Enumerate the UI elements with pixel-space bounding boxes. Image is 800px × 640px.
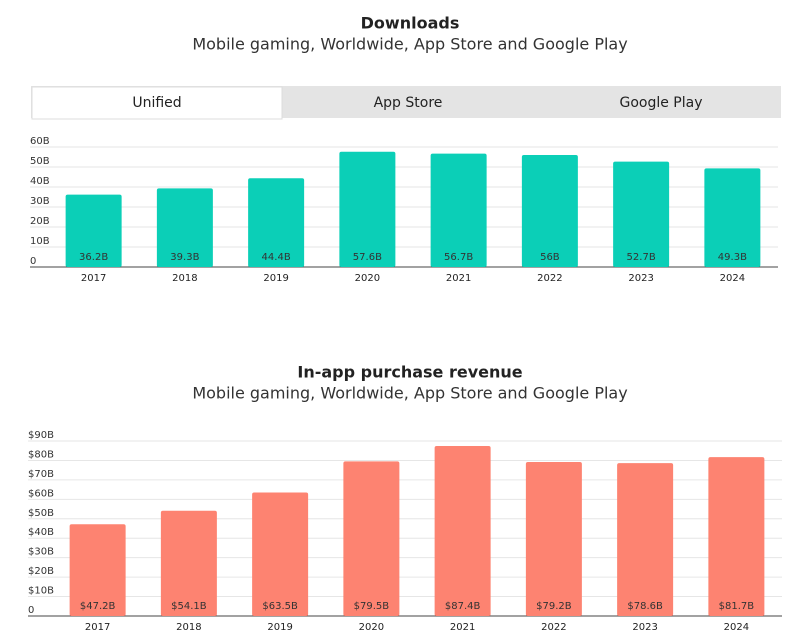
y-tick-label: $20B bbox=[28, 566, 54, 577]
x-tick-label: 2022 bbox=[537, 273, 562, 284]
bar bbox=[69, 524, 126, 616]
value-label: 39.3B bbox=[170, 252, 199, 263]
value-label: $87.4B bbox=[445, 601, 481, 612]
value-label: $47.2B bbox=[80, 601, 116, 612]
y-tick-label: $10B bbox=[28, 586, 54, 597]
x-tick-label: 2017 bbox=[81, 273, 106, 284]
x-tick-label: 2023 bbox=[632, 622, 657, 633]
bar bbox=[156, 188, 213, 267]
y-tick-label: $70B bbox=[28, 469, 54, 480]
tab[interactable]: Google Play bbox=[619, 95, 702, 111]
y-tick-label: 20B bbox=[30, 216, 50, 227]
tab[interactable]: Unified bbox=[132, 95, 181, 111]
bar bbox=[521, 155, 578, 267]
value-label: $79.2B bbox=[536, 601, 572, 612]
y-tick-label: 10B bbox=[30, 236, 50, 247]
value-label: 52.7B bbox=[627, 252, 656, 263]
bar bbox=[617, 463, 674, 616]
bar bbox=[252, 492, 309, 616]
x-tick-label: 2018 bbox=[172, 273, 197, 284]
bar bbox=[160, 510, 217, 616]
x-tick-label: 2020 bbox=[355, 273, 380, 284]
value-label: 56B bbox=[540, 252, 560, 263]
value-label: $79.5B bbox=[354, 601, 390, 612]
y-tick-label: 60B bbox=[30, 136, 50, 147]
y-tick-label: 0 bbox=[30, 256, 36, 267]
value-label: $54.1B bbox=[171, 601, 207, 612]
value-label: 56.7B bbox=[444, 252, 473, 263]
y-tick-label: $50B bbox=[28, 508, 54, 519]
x-tick-label: 2018 bbox=[176, 622, 201, 633]
chart-subtitle: Mobile gaming, Worldwide, App Store and … bbox=[192, 384, 627, 403]
y-tick-label: 50B bbox=[30, 156, 50, 167]
value-label: 36.2B bbox=[79, 252, 108, 263]
value-label: $63.5B bbox=[262, 601, 298, 612]
y-tick-label: $60B bbox=[28, 488, 54, 499]
tab-active[interactable] bbox=[31, 86, 283, 120]
value-label: $81.7B bbox=[719, 601, 755, 612]
y-tick-label: 40B bbox=[30, 176, 50, 187]
x-tick-label: 2024 bbox=[724, 622, 749, 633]
chart-title: In-app purchase revenue bbox=[297, 363, 522, 382]
value-label: 57.6B bbox=[353, 252, 382, 263]
bar bbox=[430, 153, 487, 267]
tab[interactable]: App Store bbox=[374, 95, 443, 111]
x-tick-label: 2023 bbox=[628, 273, 653, 284]
y-tick-label: $40B bbox=[28, 527, 54, 538]
value-label: 49.3B bbox=[718, 252, 747, 263]
x-tick-label: 2022 bbox=[541, 622, 566, 633]
value-label: $78.6B bbox=[627, 601, 663, 612]
x-tick-label: 2017 bbox=[85, 622, 110, 633]
bar bbox=[343, 461, 400, 616]
bar bbox=[613, 161, 670, 267]
bar bbox=[704, 168, 761, 267]
y-tick-label: 30B bbox=[30, 196, 50, 207]
chart-subtitle: Mobile gaming, Worldwide, App Store and … bbox=[192, 35, 627, 54]
x-tick-label: 2020 bbox=[359, 622, 384, 633]
x-tick-label: 2019 bbox=[267, 622, 292, 633]
value-label: 44.4B bbox=[262, 252, 291, 263]
x-tick-label: 2021 bbox=[450, 622, 475, 633]
bar bbox=[65, 194, 122, 267]
bar bbox=[525, 462, 582, 616]
x-tick-label: 2024 bbox=[720, 273, 745, 284]
bar bbox=[708, 457, 765, 616]
bar bbox=[434, 446, 491, 616]
x-tick-label: 2019 bbox=[263, 273, 288, 284]
y-tick-label: 0 bbox=[28, 605, 34, 616]
y-tick-label: $30B bbox=[28, 547, 54, 558]
chart-title: Downloads bbox=[361, 14, 460, 33]
y-tick-label: $90B bbox=[28, 430, 54, 441]
x-tick-label: 2021 bbox=[446, 273, 471, 284]
bar bbox=[248, 178, 305, 267]
y-tick-label: $80B bbox=[28, 449, 54, 460]
bar bbox=[339, 151, 396, 267]
